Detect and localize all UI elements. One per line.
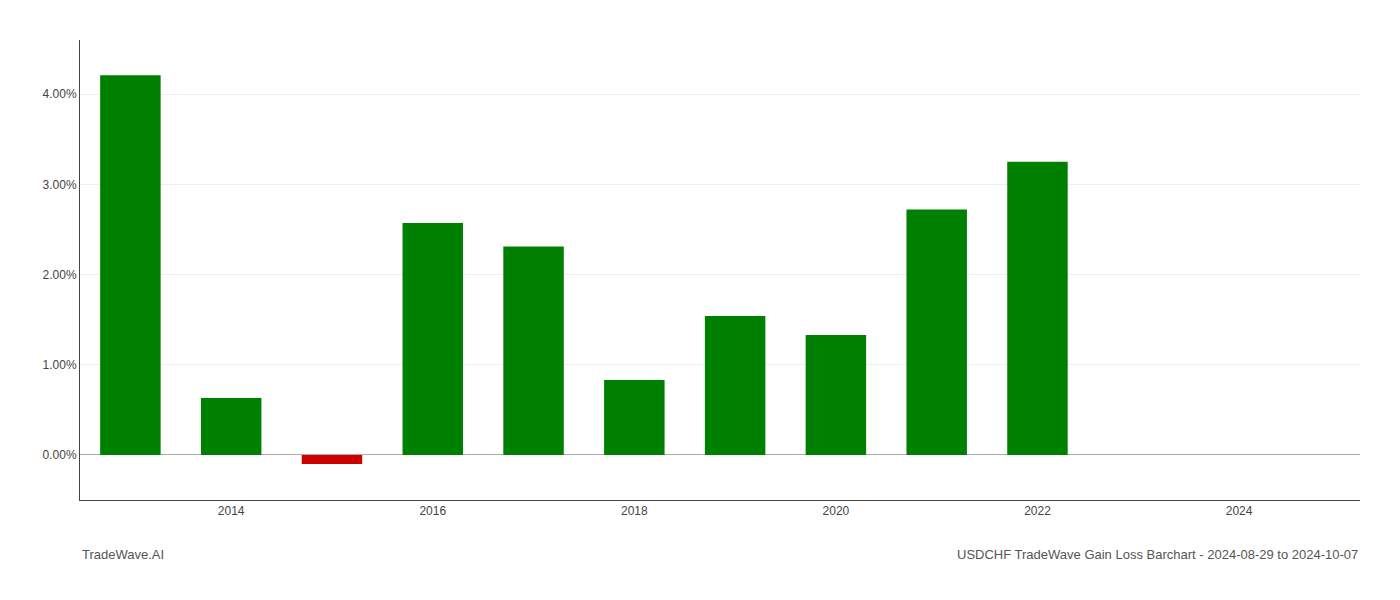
svg-text:2024: 2024 — [1226, 504, 1253, 518]
svg-text:1.00%: 1.00% — [43, 358, 77, 372]
svg-text:2018: 2018 — [621, 504, 648, 518]
svg-text:4.00%: 4.00% — [43, 87, 77, 101]
svg-text:2016: 2016 — [419, 504, 446, 518]
svg-text:USDCHF TradeWave Gain Loss Bar: USDCHF TradeWave Gain Loss Barchart - 20… — [957, 547, 1358, 562]
svg-text:2.00%: 2.00% — [43, 268, 77, 282]
svg-text:2020: 2020 — [823, 504, 850, 518]
svg-text:2014: 2014 — [218, 504, 245, 518]
svg-text:0.00%: 0.00% — [43, 448, 77, 462]
svg-text:2022: 2022 — [1024, 504, 1051, 518]
svg-text:TradeWave.AI: TradeWave.AI — [82, 547, 164, 562]
svg-text:3.00%: 3.00% — [43, 178, 77, 192]
